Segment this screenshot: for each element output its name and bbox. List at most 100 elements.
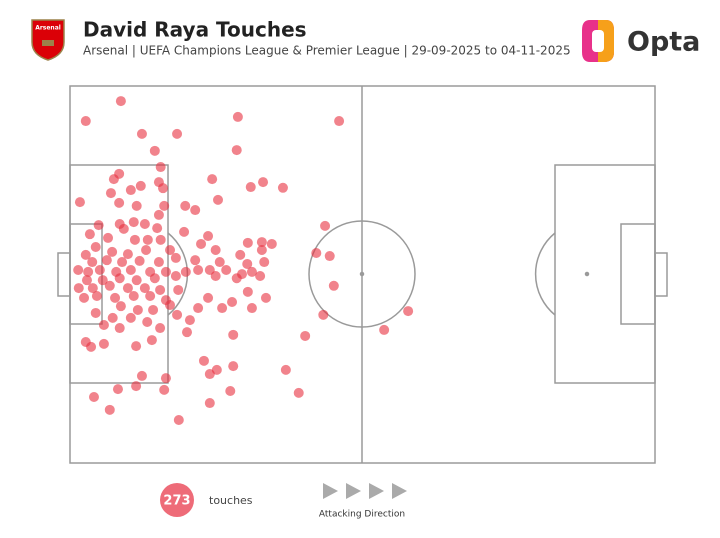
touch (403, 306, 414, 317)
touch (184, 315, 195, 326)
touch (334, 116, 345, 127)
touch (101, 255, 112, 266)
touch (88, 392, 99, 403)
touch (311, 248, 322, 259)
direction-arrows (323, 483, 407, 499)
touch (277, 182, 288, 193)
touch (203, 292, 214, 303)
touch (129, 234, 140, 245)
touch (131, 275, 142, 286)
touch (104, 404, 115, 415)
touch (246, 303, 257, 314)
touch (114, 273, 125, 284)
touch (170, 252, 181, 263)
touch (91, 290, 102, 301)
touch (210, 271, 221, 282)
touch (122, 283, 133, 294)
touch (190, 255, 201, 266)
touch (180, 200, 191, 211)
touch (328, 280, 339, 291)
touch (79, 292, 90, 303)
touch (228, 361, 239, 372)
touch (134, 255, 145, 266)
touch (155, 234, 166, 245)
touch (131, 381, 142, 392)
touch (228, 329, 239, 340)
touch (259, 257, 270, 268)
touch (165, 300, 176, 311)
touch (242, 237, 253, 248)
touch (160, 373, 171, 384)
touch (155, 162, 166, 173)
touch (324, 251, 335, 262)
touch (117, 257, 128, 268)
touch (155, 284, 166, 295)
touch (74, 197, 85, 208)
touch (203, 231, 214, 242)
touch (145, 290, 156, 301)
touch (232, 111, 243, 122)
touch (293, 387, 304, 398)
touch (107, 312, 118, 323)
touch (141, 244, 152, 255)
touch (300, 330, 311, 341)
touch (98, 320, 109, 331)
title: David Raya Touches (83, 18, 307, 42)
touch (172, 309, 183, 320)
subtitle: Arsenal | UEFA Champions League & Premie… (83, 44, 571, 58)
touch (94, 264, 105, 275)
touch (227, 297, 238, 308)
touch (210, 244, 221, 255)
touch (256, 237, 267, 248)
touch (103, 232, 114, 243)
touch (225, 385, 236, 396)
touch (256, 244, 267, 255)
touch (193, 303, 204, 314)
touch (172, 128, 183, 139)
touch (83, 266, 94, 277)
touch (132, 304, 143, 315)
touch (173, 284, 184, 295)
touch (231, 273, 242, 284)
touch (182, 327, 192, 338)
touch (221, 264, 232, 275)
touch (128, 290, 139, 301)
touch (86, 341, 97, 352)
touch (139, 218, 150, 229)
touch (93, 220, 104, 231)
touch (193, 264, 204, 275)
touch (97, 275, 108, 286)
touch (245, 182, 256, 193)
touch (159, 200, 170, 211)
touch (136, 370, 147, 381)
touch (122, 249, 133, 260)
touch (242, 286, 253, 297)
touch (87, 257, 98, 268)
touch (235, 249, 246, 260)
touch (153, 257, 164, 268)
touch (217, 303, 228, 314)
touch (379, 324, 390, 335)
touch (114, 323, 125, 334)
touch (131, 341, 142, 352)
touch (73, 283, 84, 294)
touch (146, 335, 157, 346)
touch (280, 364, 291, 375)
touch (107, 246, 118, 257)
touch (136, 128, 147, 139)
touch (98, 338, 109, 349)
touch (214, 257, 225, 268)
touch (204, 398, 215, 409)
touch (128, 217, 139, 228)
touch (73, 264, 84, 275)
touch (190, 205, 201, 216)
touch (81, 275, 92, 286)
touch (320, 220, 331, 231)
pitch (57, 85, 668, 464)
touch (125, 264, 136, 275)
touch (87, 283, 98, 294)
touch (149, 145, 160, 156)
touch (204, 369, 215, 380)
touch (160, 266, 171, 277)
touch (80, 249, 91, 260)
